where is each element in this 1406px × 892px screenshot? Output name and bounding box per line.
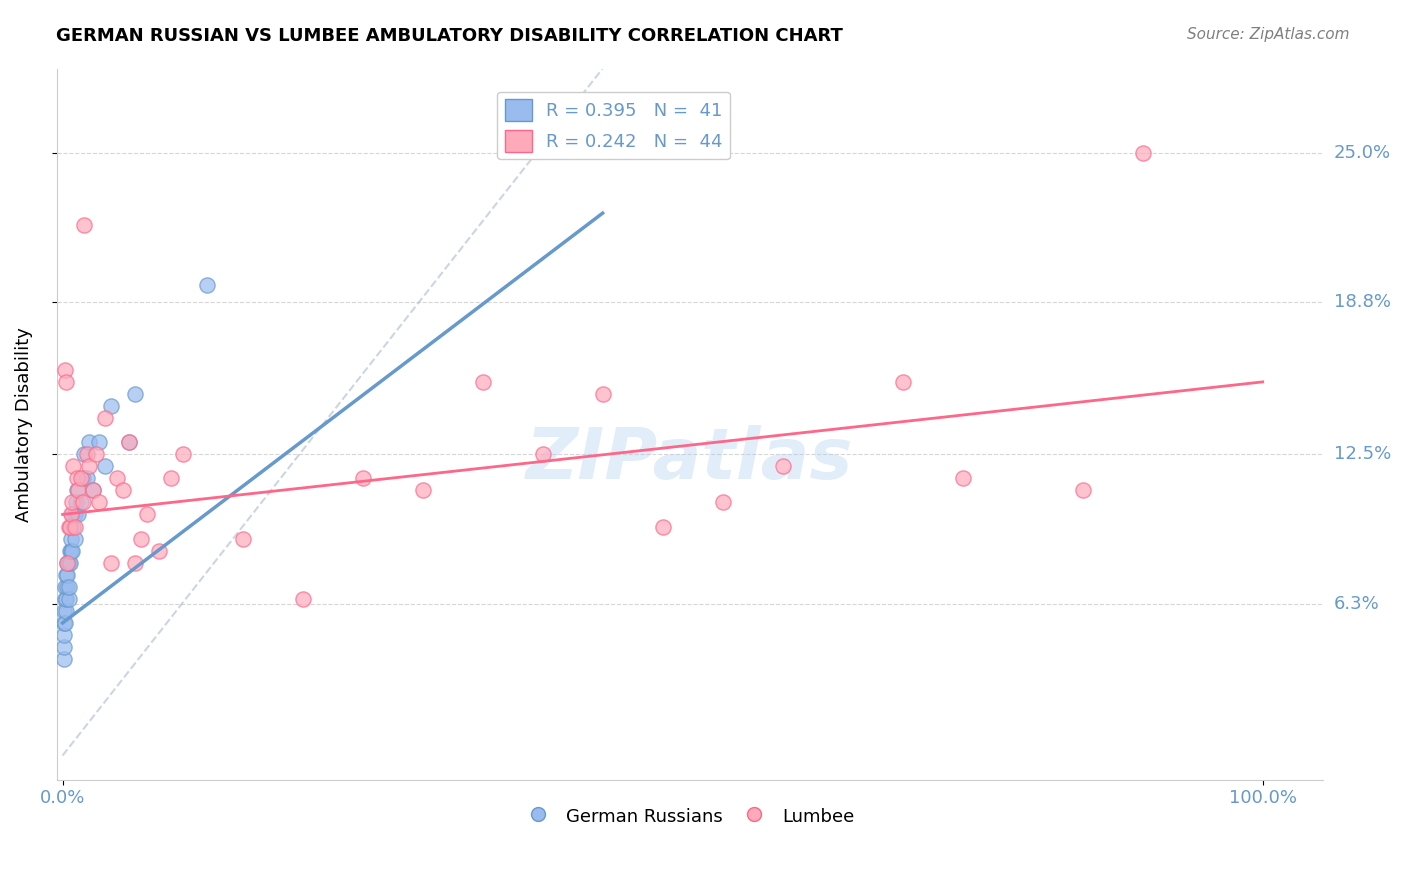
Point — [62, 459, 84, 474]
Point — [77, 435, 100, 450]
Point — [412, 483, 434, 498]
Point — [82, 483, 104, 498]
Point — [87, 495, 110, 509]
Point — [82, 483, 104, 498]
Point — [471, 375, 494, 389]
Point — [63, 532, 86, 546]
Point — [651, 519, 673, 533]
Point — [891, 375, 914, 389]
Point — [59, 556, 82, 570]
Point — [55, 591, 77, 606]
Point — [55, 375, 77, 389]
Point — [58, 591, 80, 606]
Point — [129, 532, 152, 546]
Text: GERMAN RUSSIAN VS LUMBEE AMBULATORY DISABILITY CORRELATION CHART: GERMAN RUSSIAN VS LUMBEE AMBULATORY DISA… — [56, 27, 844, 45]
Point — [952, 471, 974, 485]
Text: ZIPatlas: ZIPatlas — [526, 425, 853, 494]
Point — [66, 471, 89, 485]
Point — [66, 483, 89, 498]
Point — [772, 459, 794, 474]
Point — [60, 532, 83, 546]
Point — [56, 556, 79, 570]
Text: Source: ZipAtlas.com: Source: ZipAtlas.com — [1187, 27, 1350, 42]
Point — [58, 519, 80, 533]
Point — [72, 495, 94, 509]
Point — [87, 435, 110, 450]
Point — [117, 435, 139, 450]
Point — [53, 591, 76, 606]
Point — [100, 399, 122, 413]
Point — [1071, 483, 1094, 498]
Point — [352, 471, 374, 485]
Point — [711, 495, 734, 509]
Point — [77, 459, 100, 474]
Point — [58, 556, 80, 570]
Point — [56, 580, 79, 594]
Point — [52, 640, 75, 654]
Point — [195, 278, 218, 293]
Point — [52, 628, 75, 642]
Point — [172, 447, 194, 461]
Legend: German Russians, Lumbee: German Russians, Lumbee — [517, 798, 862, 835]
Point — [60, 508, 83, 522]
Point — [56, 556, 79, 570]
Point — [93, 411, 115, 425]
Point — [59, 543, 82, 558]
Text: 12.5%: 12.5% — [1334, 445, 1391, 463]
Point — [124, 387, 146, 401]
Point — [124, 556, 146, 570]
Point — [65, 495, 87, 509]
Point — [148, 543, 170, 558]
Point — [63, 519, 86, 533]
Point — [69, 495, 91, 509]
Point — [63, 508, 86, 522]
Point — [76, 471, 98, 485]
Point — [53, 363, 76, 377]
Point — [60, 543, 83, 558]
Text: 25.0%: 25.0% — [1334, 144, 1391, 161]
Point — [67, 508, 90, 522]
Point — [73, 218, 96, 232]
Point — [55, 567, 77, 582]
Point — [53, 580, 76, 594]
Y-axis label: Ambulatory Disability: Ambulatory Disability — [15, 326, 32, 522]
Text: 6.3%: 6.3% — [1334, 595, 1379, 613]
Point — [58, 580, 80, 594]
Point — [52, 604, 75, 618]
Point — [60, 508, 83, 522]
Point — [59, 519, 82, 533]
Point — [135, 508, 157, 522]
Point — [72, 471, 94, 485]
Point — [232, 532, 254, 546]
Point — [69, 471, 91, 485]
Point — [67, 483, 90, 498]
Point — [53, 615, 76, 630]
Point — [76, 447, 98, 461]
Point — [52, 652, 75, 666]
Point — [1132, 145, 1154, 160]
Point — [531, 447, 554, 461]
Point — [592, 387, 614, 401]
Point — [93, 459, 115, 474]
Point — [62, 519, 84, 533]
Point — [60, 495, 83, 509]
Point — [100, 556, 122, 570]
Point — [52, 615, 75, 630]
Point — [73, 447, 96, 461]
Point — [84, 447, 107, 461]
Point — [60, 543, 83, 558]
Text: 18.8%: 18.8% — [1334, 293, 1391, 311]
Point — [117, 435, 139, 450]
Point — [291, 591, 314, 606]
Point — [159, 471, 181, 485]
Point — [55, 604, 77, 618]
Point — [111, 483, 134, 498]
Point — [56, 567, 79, 582]
Point — [105, 471, 128, 485]
